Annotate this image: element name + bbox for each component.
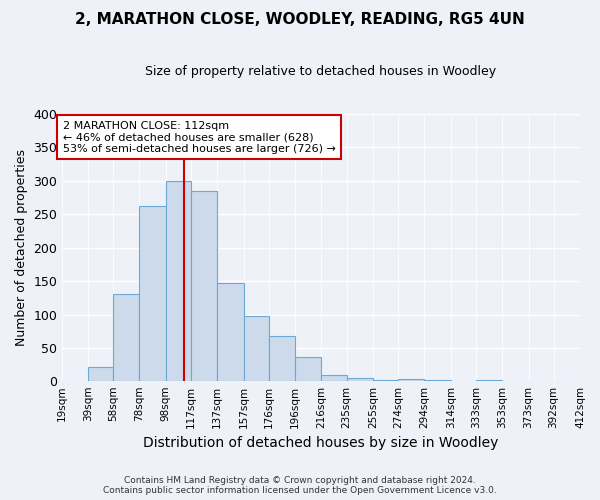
Bar — [398, 380, 424, 382]
Bar — [217, 283, 244, 382]
Bar — [191, 192, 217, 382]
Bar — [502, 380, 529, 382]
Title: Size of property relative to detached houses in Woodley: Size of property relative to detached ho… — [145, 65, 496, 78]
Text: Contains HM Land Registry data © Crown copyright and database right 2024.
Contai: Contains HM Land Registry data © Crown c… — [103, 476, 497, 495]
Bar — [113, 294, 139, 382]
Text: 2, MARATHON CLOSE, WOODLEY, READING, RG5 4UN: 2, MARATHON CLOSE, WOODLEY, READING, RG5… — [75, 12, 525, 28]
Bar — [322, 374, 347, 382]
Bar — [244, 316, 269, 382]
Bar — [166, 181, 191, 382]
Bar — [554, 380, 580, 382]
Bar — [269, 336, 295, 382]
Text: 2 MARATHON CLOSE: 112sqm
← 46% of detached houses are smaller (628)
53% of semi-: 2 MARATHON CLOSE: 112sqm ← 46% of detach… — [63, 120, 336, 154]
Bar — [347, 378, 373, 382]
Bar — [451, 380, 476, 382]
Bar — [88, 366, 113, 382]
X-axis label: Distribution of detached houses by size in Woodley: Distribution of detached houses by size … — [143, 436, 499, 450]
Bar — [139, 206, 166, 382]
Bar — [476, 380, 502, 382]
Bar — [295, 356, 322, 382]
Bar — [424, 380, 451, 382]
Y-axis label: Number of detached properties: Number of detached properties — [15, 149, 28, 346]
Bar — [373, 380, 398, 382]
